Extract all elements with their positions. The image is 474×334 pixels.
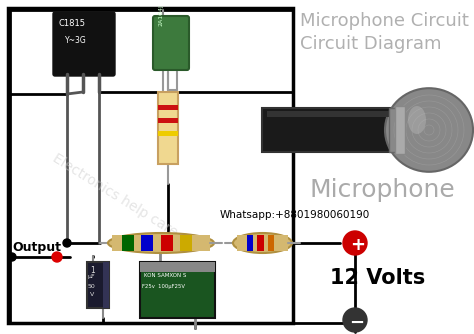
Bar [103,262,109,308]
Bar [395,106,405,154]
Bar [389,108,397,152]
Ellipse shape [408,106,426,134]
Bar [267,111,392,117]
Text: F25v  100μF25V: F25v 100μF25V [142,284,185,289]
Text: Microphone: Microphone [310,178,456,202]
Bar [158,105,178,110]
Bar [262,108,397,152]
Bar [161,235,173,251]
Text: Electronics help care: Electronics help care [50,151,180,239]
Ellipse shape [108,233,214,253]
Text: KON SAMXON S: KON SAMXON S [144,273,186,278]
Circle shape [8,253,16,261]
Bar [122,235,134,251]
Bar [237,235,288,251]
Bar [158,131,178,136]
Text: 12 Volts: 12 Volts [330,268,425,288]
Bar [8,8,293,323]
Bar [181,235,192,251]
Bar [140,262,215,272]
Circle shape [343,308,367,332]
Text: C1815: C1815 [59,19,86,28]
Text: +: + [350,236,365,254]
Text: −: − [349,314,364,332]
Bar [112,235,210,251]
Bar [247,235,253,251]
Text: Whatsapp:+8801980060190: Whatsapp:+8801980060190 [220,210,370,220]
Ellipse shape [385,88,473,172]
Text: V: V [90,292,94,297]
Bar [158,118,178,123]
Bar [87,262,109,308]
Text: Circuit Diagram: Circuit Diagram [300,35,441,53]
Bar [142,235,153,251]
Circle shape [52,252,62,262]
Text: 2A104J: 2A104J [159,4,164,26]
Bar [268,235,274,251]
FancyBboxPatch shape [153,16,189,70]
Text: Output: Output [12,241,61,254]
Bar [140,262,215,318]
Ellipse shape [233,233,292,253]
Text: μF: μF [88,274,96,279]
FancyBboxPatch shape [53,12,115,76]
Text: Y~3G: Y~3G [65,36,87,45]
Circle shape [343,231,367,255]
Text: 50: 50 [88,284,96,289]
Text: Microphone Circuit: Microphone Circuit [300,12,469,30]
Text: 1: 1 [90,266,95,275]
Bar [257,235,264,251]
Bar [158,92,178,164]
Circle shape [63,239,71,247]
